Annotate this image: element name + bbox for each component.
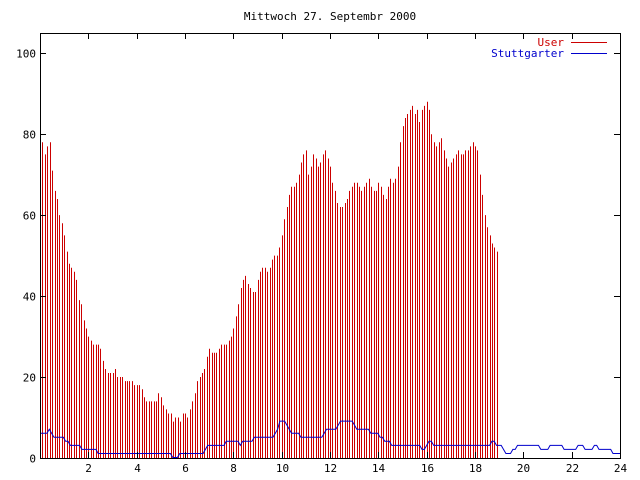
x-axis: 2 4 6 8 10 12 14 16 18 20 22 24 <box>85 33 627 475</box>
x-tick-label: 8 <box>230 462 237 475</box>
y-tick-label: 0 <box>29 453 36 466</box>
legend-label-user: User <box>538 36 565 49</box>
y-tick-label: 40 <box>23 291 36 304</box>
x-tick-label: 10 <box>276 462 289 475</box>
stuttgarter-line <box>40 420 620 458</box>
y-axis: 0 20 40 60 80 100 <box>16 48 620 466</box>
x-tick-label: 24 <box>614 462 628 475</box>
x-tick-label: 14 <box>372 462 386 475</box>
y-tick-label: 60 <box>23 210 36 223</box>
chart-title: Mittwoch 27. Septembr 2000 <box>244 10 416 23</box>
x-tick-label: 22 <box>566 462 579 475</box>
x-tick-label: 12 <box>324 462 337 475</box>
y-tick-label: 80 <box>23 129 36 142</box>
user-bars <box>40 101 498 458</box>
y-tick-label: 100 <box>16 48 36 61</box>
x-tick-label: 6 <box>182 462 189 475</box>
x-tick-label: 18 <box>469 462 482 475</box>
x-tick-label: 16 <box>421 462 434 475</box>
y-tick-label: 20 <box>23 372 36 385</box>
x-tick-label: 4 <box>134 462 141 475</box>
x-tick-label: 20 <box>517 462 530 475</box>
legend-label-stuttgarter: Stuttgarter <box>491 47 564 60</box>
x-tick-label: 2 <box>85 462 92 475</box>
